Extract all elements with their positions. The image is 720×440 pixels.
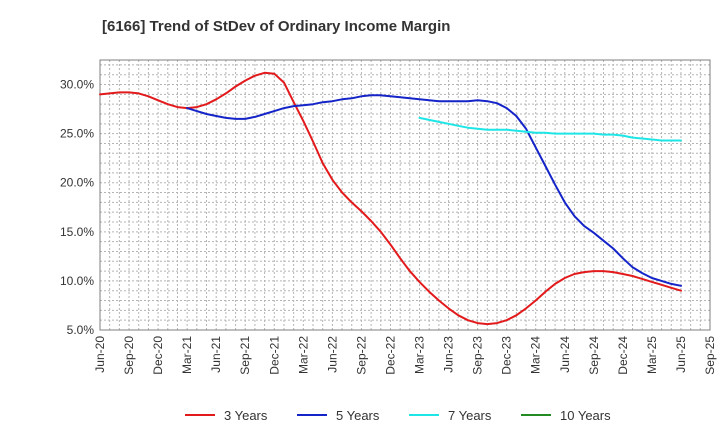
- x-tick-label: Jun-22: [325, 336, 339, 373]
- legend-label-5-years: 5 Years: [336, 408, 380, 423]
- x-tick-label: Jun-20: [93, 336, 107, 373]
- x-tick-label: Mar-22: [296, 336, 310, 374]
- x-tick-label: Sep-20: [122, 336, 136, 375]
- y-tick-label: 10.0%: [60, 274, 94, 288]
- x-tick-label: Dec-23: [500, 336, 514, 375]
- y-tick-label: 25.0%: [60, 127, 94, 141]
- plot-area: 5.0% 10.0% 15.0% 20.0% 25.0% 30.0% Jun-20 Sep-2…: [60, 59, 717, 375]
- series-line-5-years: [186, 94, 682, 287]
- series-line-7-years: [418, 116, 682, 142]
- x-tick-label: Sep-22: [354, 336, 368, 375]
- chart-title: [6166] Trend of StDev of Ordinary Income…: [102, 18, 450, 35]
- legend-label-7-years: 7 Years: [448, 408, 492, 423]
- y-tick-label: 15.0%: [60, 225, 94, 239]
- series-line-3-years: [99, 71, 682, 326]
- x-tick-label: Dec-21: [267, 336, 281, 375]
- x-tick-label: Sep-21: [238, 336, 252, 375]
- legend-label-10-years: 10 Years: [560, 408, 611, 423]
- x-tick-label: Dec-20: [151, 336, 165, 375]
- x-tick-label: Jun-23: [442, 336, 456, 373]
- x-tick-label: Mar-25: [645, 336, 659, 374]
- legend: 3 Years 5 Years 7 Years 10 Years: [185, 408, 611, 423]
- y-tick-label: 30.0%: [60, 78, 94, 92]
- y-tick-label: 20.0%: [60, 176, 94, 190]
- x-tick-label: Mar-24: [529, 336, 543, 374]
- x-tick-label: Jun-25: [674, 336, 688, 373]
- x-tick-label: Mar-21: [180, 336, 194, 374]
- legend-label-3-years: 3 Years: [224, 408, 268, 423]
- x-tick-label: Sep-24: [587, 336, 601, 375]
- x-tick-label: Jun-21: [209, 336, 223, 373]
- x-tick-label: Dec-22: [383, 336, 397, 375]
- x-tick-label: Sep-25: [703, 336, 717, 375]
- x-tick-label: Sep-23: [471, 336, 485, 375]
- x-tick-label: Dec-24: [616, 336, 630, 375]
- x-tick-label: Jun-24: [558, 336, 572, 373]
- y-tick-label: 5.0%: [67, 323, 95, 337]
- plot-frame: [99, 59, 711, 331]
- x-tick-label: Mar-23: [413, 336, 427, 374]
